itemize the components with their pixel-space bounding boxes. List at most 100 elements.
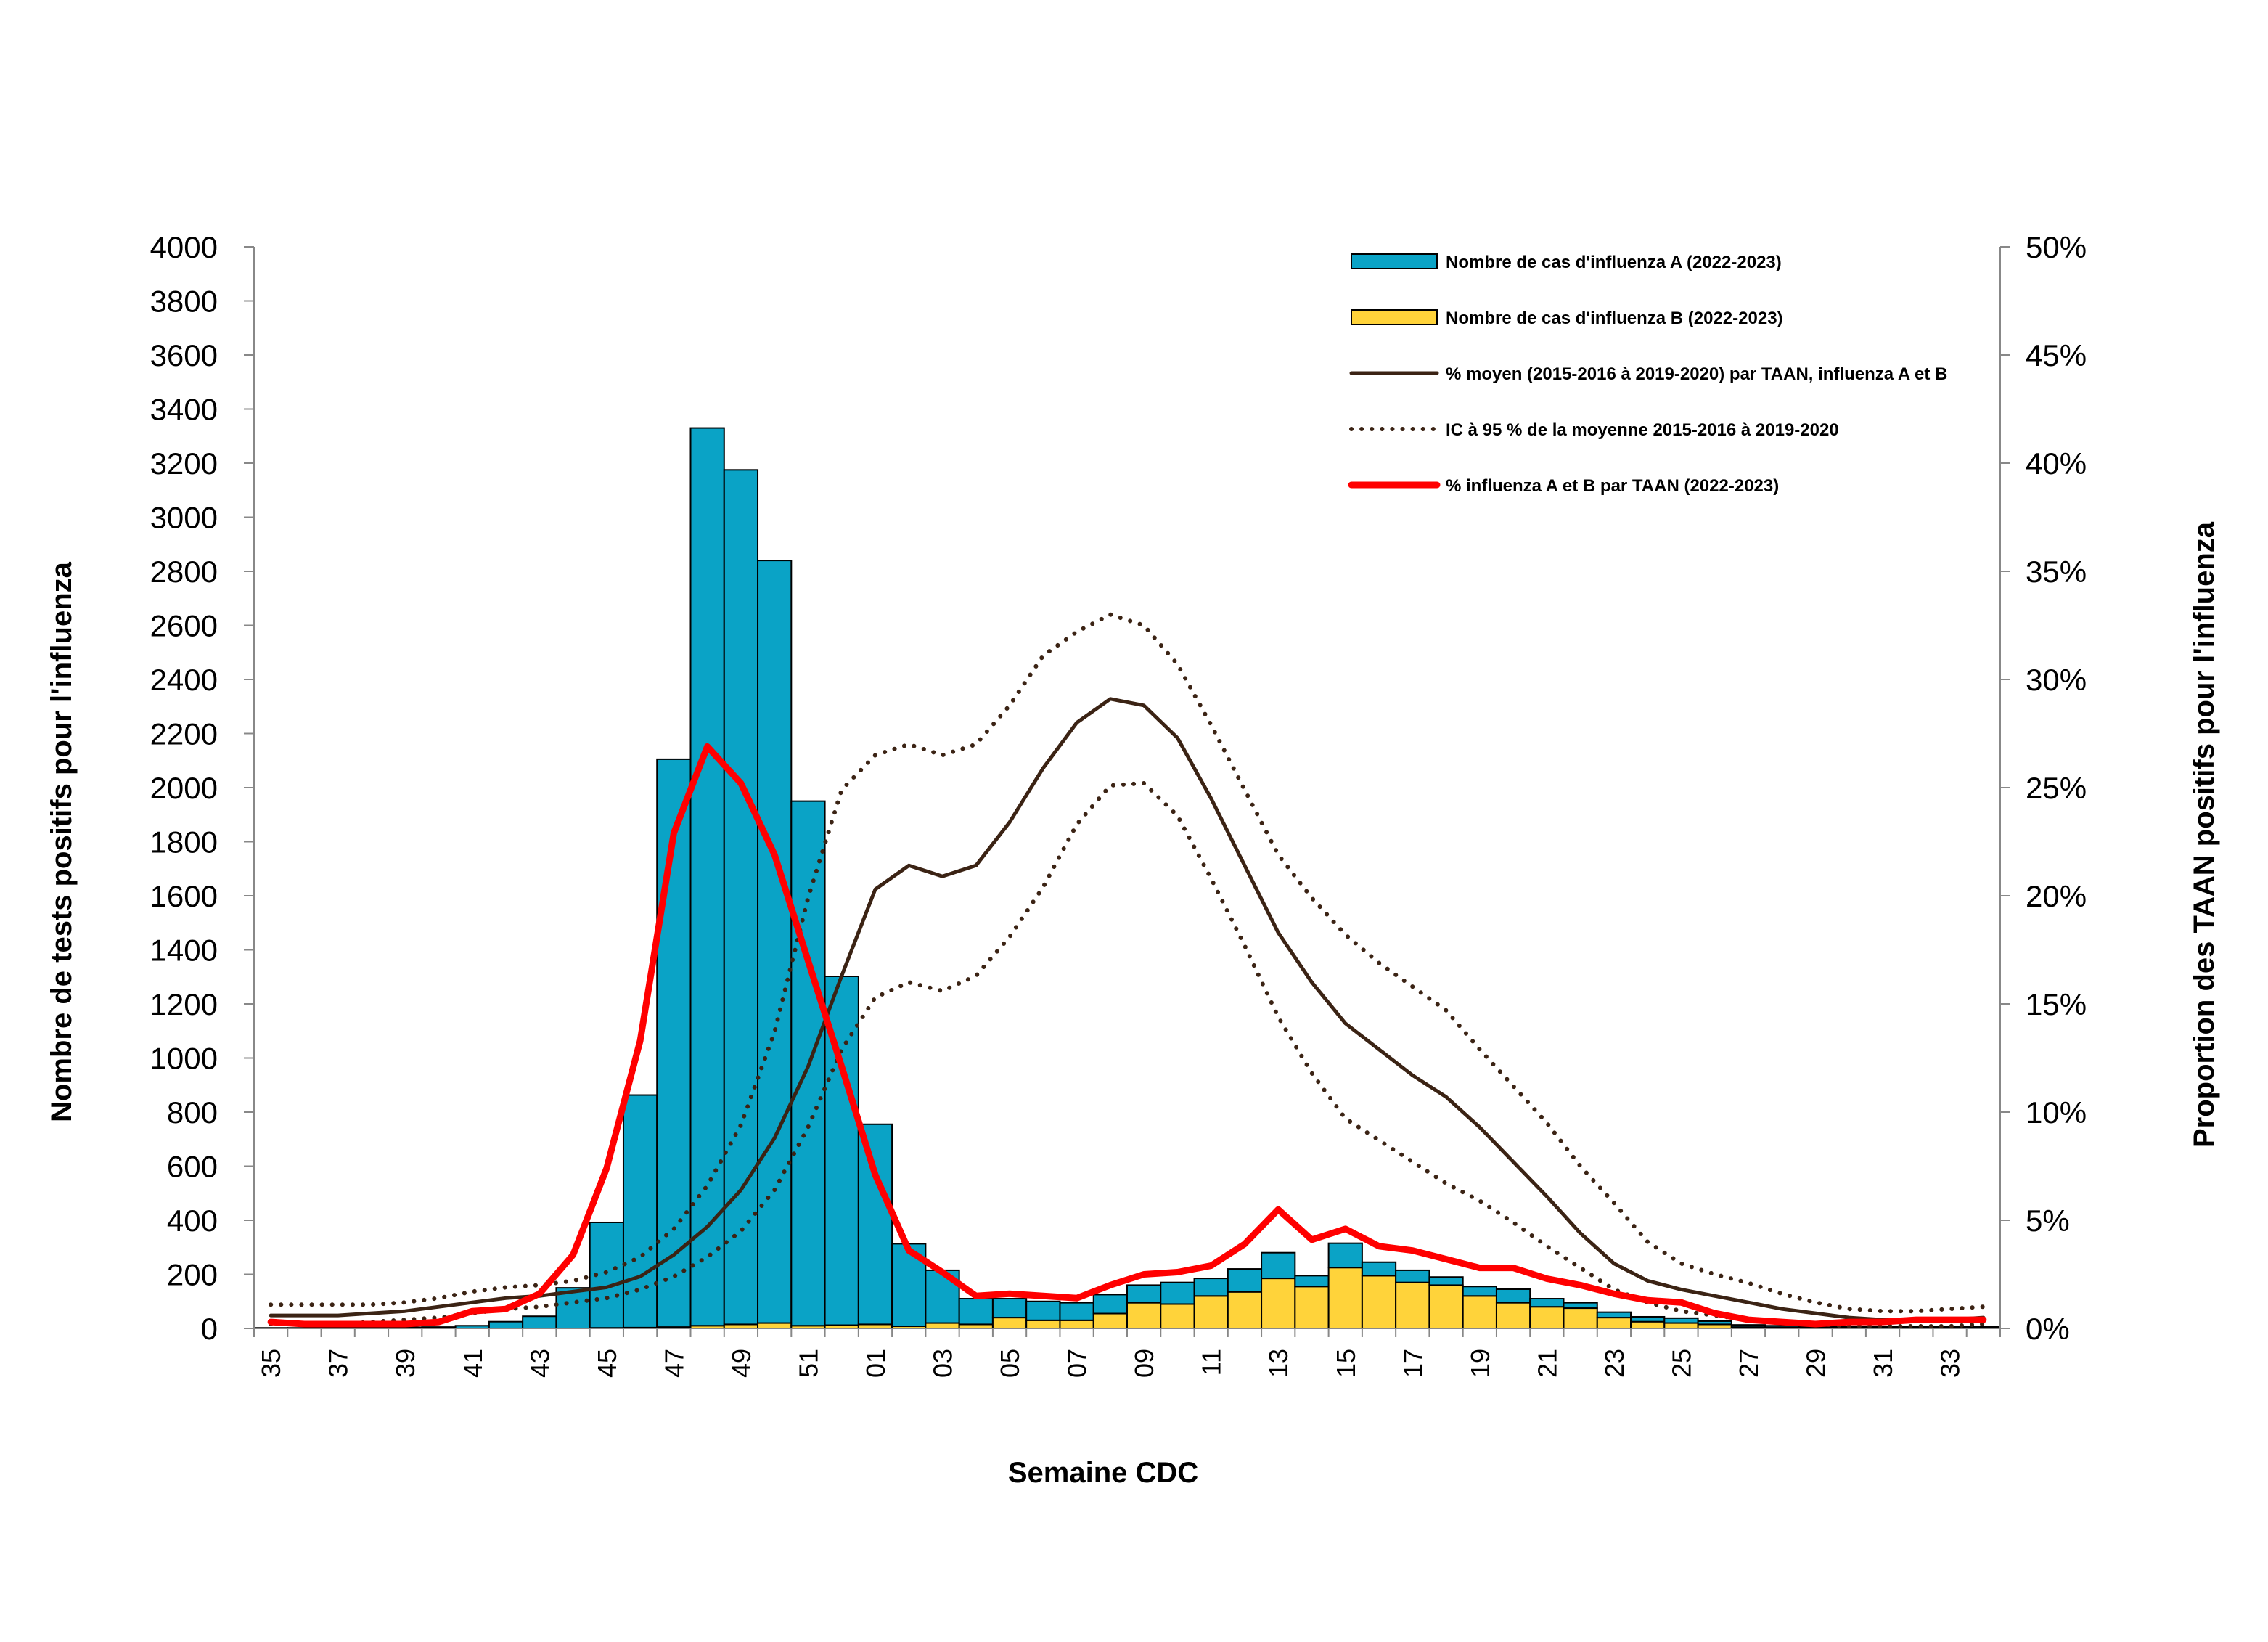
bar-influenza-a — [1092, 1294, 1128, 1315]
bar-influenza-b — [1327, 1267, 1363, 1329]
bar-influenza-a — [1395, 1269, 1430, 1283]
bar-influenza-a — [656, 758, 692, 1328]
line-series-group — [267, 612, 1987, 1328]
y-tick-label: 400 — [167, 1204, 218, 1238]
x-tick-label: 29 — [1801, 1349, 1831, 1378]
x-tick-label: 21 — [1532, 1349, 1562, 1378]
y-tick-label: 1200 — [150, 987, 218, 1021]
y-tick-label: 200 — [167, 1258, 218, 1292]
bar-influenza-a — [958, 1298, 994, 1326]
bar-influenza-b — [991, 1317, 1028, 1329]
bar-influenza-a — [1697, 1320, 1732, 1326]
y-axis-title: Nombre de tests positifs pour l'influenz… — [46, 561, 78, 1122]
bar-influenza-b — [1395, 1281, 1430, 1330]
x-tick-label: 03 — [928, 1349, 958, 1378]
y-tick-label: 2600 — [150, 609, 218, 643]
y2-tick-label: 15% — [2026, 987, 2087, 1021]
y-tick-label: 2800 — [150, 555, 218, 589]
bar-influenza-a — [1663, 1317, 1699, 1324]
y2-tick-label: 0% — [2026, 1312, 2070, 1346]
legend-label: % moyen (2015-2016 à 2019-2020) par TAAN… — [1446, 364, 1947, 384]
bar-influenza-a — [488, 1320, 524, 1329]
bar-influenza-b — [1563, 1307, 1598, 1329]
x-tick-label: 49 — [726, 1349, 756, 1378]
bar-influenza-a — [1361, 1261, 1397, 1277]
bar-influenza-a — [1563, 1302, 1598, 1310]
y2-tick-label: 50% — [2026, 230, 2087, 264]
bar-influenza-b — [1092, 1312, 1128, 1329]
legend-label: Nombre de cas d'influenza B (2022-2023) — [1446, 309, 1783, 328]
y-tick-label: 3800 — [150, 285, 218, 319]
bar-influenza-b — [1663, 1322, 1699, 1330]
y2-tick-label: 20% — [2026, 879, 2087, 913]
bar-influenza-a — [1059, 1302, 1094, 1321]
bar-influenza-a — [1126, 1284, 1162, 1304]
y-tick-label: 3000 — [150, 501, 218, 535]
bar-influenza-a — [1428, 1276, 1464, 1286]
bar-influenza-a — [1193, 1278, 1229, 1297]
bar-influenza-b — [1294, 1286, 1330, 1329]
bar-influenza-a — [1630, 1315, 1666, 1323]
x-tick-label: 13 — [1264, 1349, 1293, 1378]
x-tick-label: 19 — [1465, 1349, 1495, 1378]
y2-tick-label: 5% — [2026, 1204, 2070, 1238]
x-tick-label: 45 — [592, 1349, 622, 1378]
bar-influenza-a — [1294, 1275, 1330, 1288]
x-tick-label: 51 — [793, 1349, 823, 1378]
y-tick-label: 1800 — [150, 825, 218, 859]
y-tick-label: 3400 — [150, 393, 218, 427]
bar-influenza-b — [1227, 1291, 1263, 1330]
y2-tick-label: 10% — [2026, 1095, 2087, 1130]
x-tick-label: 37 — [324, 1349, 353, 1378]
line-influenza-2022-2023 — [267, 743, 1987, 1328]
x-tick-label: 05 — [995, 1349, 1025, 1378]
bar-influenza-b — [1630, 1320, 1666, 1329]
bar-influenza-b — [1025, 1319, 1061, 1329]
bar-influenza-b — [1596, 1317, 1632, 1329]
bar-influenza-b — [1529, 1306, 1565, 1329]
bar-influenza-a — [522, 1315, 557, 1330]
line-mean-2015-2020 — [269, 697, 1986, 1322]
bar-influenza-b — [925, 1322, 960, 1330]
x-tick-label: 31 — [1868, 1349, 1898, 1378]
bar-influenza-b — [1495, 1302, 1531, 1330]
bar-influenza-b — [1059, 1319, 1094, 1329]
x-tick-label: 09 — [1129, 1349, 1159, 1378]
y-tick-label: 0 — [201, 1312, 218, 1346]
axes-group: 0 200 400 600 800 1000 1200 1400 1600 1800 2000 220… — [150, 230, 2087, 1378]
y-tick-label: 3200 — [150, 446, 218, 481]
bar-influenza-a — [1596, 1311, 1632, 1319]
bar-influenza-a — [857, 1123, 893, 1326]
x-tick-label: 01 — [861, 1349, 891, 1378]
y-tick-label: 2400 — [150, 663, 218, 697]
bar-influenza-a — [1529, 1298, 1565, 1308]
x-tick-label: 33 — [1936, 1349, 1965, 1378]
y-tick-label: 600 — [167, 1150, 218, 1184]
bar-influenza-a — [1261, 1251, 1296, 1280]
y2-tick-label: 40% — [2026, 446, 2087, 481]
bar-influenza-a — [757, 560, 793, 1324]
bar-influenza-a — [689, 427, 725, 1327]
y-tick-label: 1000 — [150, 1042, 218, 1076]
y-tick-label: 2000 — [150, 771, 218, 805]
y2-tick-label: 35% — [2026, 555, 2087, 589]
y-tick-label: 2200 — [150, 717, 218, 751]
legend-swatch — [1351, 253, 1438, 269]
y-tick-label: 4000 — [150, 230, 218, 264]
bar-influenza-a — [1495, 1288, 1531, 1304]
x-tick-label: 17 — [1398, 1349, 1428, 1378]
y2-tick-label: 45% — [2026, 338, 2087, 372]
legend-label: IC à 95 % de la moyenne 2015-2016 à 2019… — [1446, 420, 1839, 440]
y2-axis-title: Proportion des TAAN positifs pour l'infl… — [2188, 521, 2220, 1148]
y-tick-label: 3600 — [150, 338, 218, 372]
x-tick-label: 07 — [1063, 1349, 1092, 1378]
bar-influenza-b — [1361, 1275, 1397, 1330]
y2-tick-label: 25% — [2026, 771, 2087, 805]
bar-influenza-b — [1193, 1295, 1229, 1330]
x-tick-label: 25 — [1666, 1349, 1696, 1378]
legend: Nombre de cas d'influenza A (2022-2023) N… — [1348, 253, 1947, 496]
x-tick-label: 23 — [1600, 1349, 1629, 1378]
bar-influenza-a — [622, 1094, 658, 1328]
bar-influenza-b — [1126, 1302, 1162, 1330]
